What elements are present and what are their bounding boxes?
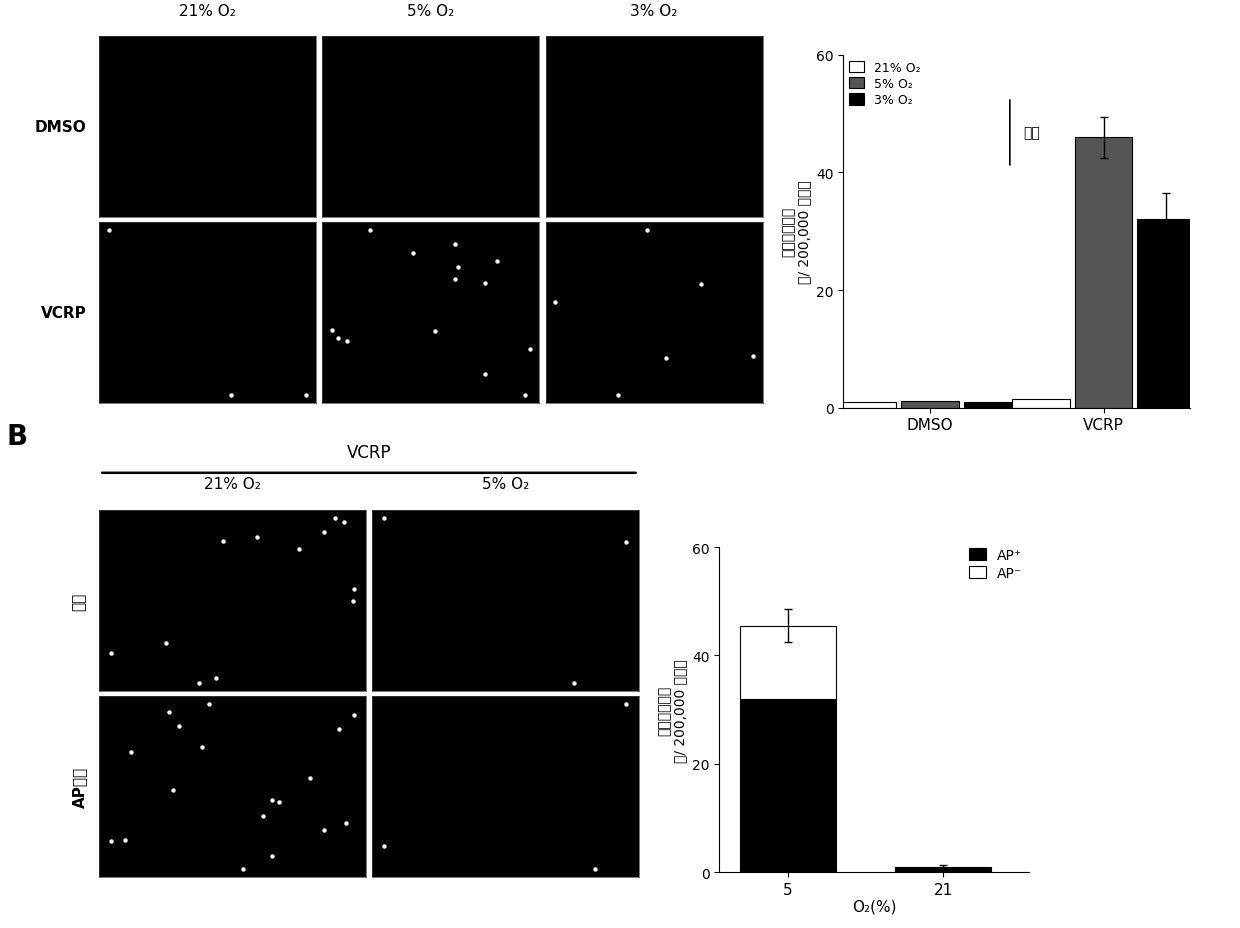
Point <box>343 708 363 723</box>
Point <box>337 334 357 349</box>
Point <box>162 782 182 797</box>
Point <box>315 525 335 540</box>
Point <box>253 809 273 824</box>
Point <box>122 745 141 760</box>
Text: DMSO: DMSO <box>35 120 87 135</box>
Point <box>691 277 711 292</box>
Point <box>329 722 348 737</box>
Bar <box>838 403 897 408</box>
Bar <box>740 699 836 872</box>
Point <box>374 511 394 526</box>
Point <box>325 511 345 526</box>
Point <box>206 671 226 686</box>
Point <box>374 839 394 854</box>
Point <box>213 534 233 548</box>
Text: VCRP: VCRP <box>347 444 391 461</box>
Text: AP染色: AP染色 <box>72 766 87 807</box>
Point <box>188 676 208 690</box>
Point <box>233 861 253 876</box>
Point <box>585 861 605 876</box>
Legend: AP⁺, AP⁻: AP⁺, AP⁻ <box>970 548 1022 580</box>
Bar <box>895 867 991 868</box>
Point <box>247 530 267 545</box>
Point <box>289 542 309 557</box>
Point <box>314 823 334 838</box>
Text: 21% O₂: 21% O₂ <box>205 477 260 492</box>
Point <box>102 834 122 849</box>
Point <box>424 325 444 340</box>
Point <box>616 697 636 712</box>
Point <box>475 277 495 291</box>
Bar <box>895 868 991 872</box>
Point <box>99 224 119 238</box>
Point <box>115 833 135 848</box>
Text: B: B <box>6 422 27 450</box>
Point <box>343 582 363 597</box>
Point <box>335 515 355 530</box>
Bar <box>1137 220 1195 408</box>
Point <box>102 646 122 661</box>
Text: 5% O₂: 5% O₂ <box>407 4 455 19</box>
Text: 明场: 明场 <box>72 592 87 610</box>
Point <box>637 224 657 238</box>
Point <box>159 704 179 719</box>
Point <box>336 816 356 831</box>
Point <box>169 718 188 733</box>
Point <box>564 676 584 690</box>
Bar <box>1075 138 1132 408</box>
Point <box>361 224 381 238</box>
Point <box>445 272 465 287</box>
Point <box>449 260 469 275</box>
Text: 5% O₂: 5% O₂ <box>481 477 529 492</box>
Text: 低氧: 低氧 <box>1024 126 1040 140</box>
Legend: 21% O₂, 5% O₂, 3% O₂: 21% O₂, 5% O₂, 3% O₂ <box>849 62 921 107</box>
Point <box>269 794 289 809</box>
Point <box>342 594 362 609</box>
Point <box>322 323 342 338</box>
Bar <box>1012 399 1070 408</box>
Point <box>656 351 676 366</box>
Bar <box>963 403 1022 408</box>
Point <box>262 793 281 807</box>
Point <box>329 331 348 346</box>
Point <box>475 367 495 381</box>
Text: 21% O₂: 21% O₂ <box>180 4 236 19</box>
Point <box>300 771 320 786</box>
Point <box>156 636 176 651</box>
Point <box>263 848 283 863</box>
Y-axis label: 细胞克隆数目
（/ 200,000 细胞）: 细胞克隆数目 （/ 200,000 细胞） <box>781 180 812 284</box>
Point <box>546 296 565 311</box>
Point <box>516 388 536 403</box>
X-axis label: O₂(%): O₂(%) <box>852 898 897 913</box>
Text: VCRP: VCRP <box>41 305 87 321</box>
Point <box>222 388 242 403</box>
Bar <box>901 401 959 408</box>
Point <box>296 388 316 403</box>
Bar <box>740 626 836 699</box>
Point <box>608 388 627 403</box>
Point <box>616 535 636 549</box>
Point <box>192 740 212 754</box>
Point <box>743 349 763 364</box>
Point <box>520 342 539 357</box>
Point <box>403 247 423 262</box>
Point <box>200 697 219 712</box>
Text: 3% O₂: 3% O₂ <box>630 4 678 19</box>
Point <box>487 254 507 269</box>
Point <box>445 237 465 251</box>
Y-axis label: 细胞克隆数目
（/ 200,000 细胞）: 细胞克隆数目 （/ 200,000 细胞） <box>657 658 688 762</box>
